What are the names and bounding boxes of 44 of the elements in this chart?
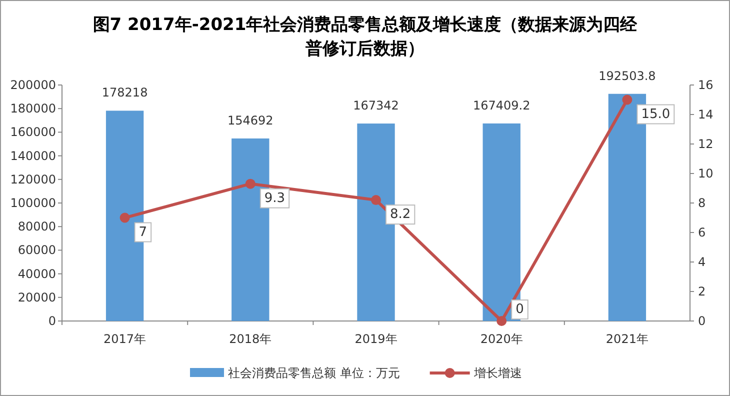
- data-label: 15.0: [641, 106, 670, 122]
- y-tick-label: 160000: [10, 125, 56, 140]
- x-tick-label: 2020年: [480, 332, 523, 346]
- y-tick-label: 0: [48, 314, 56, 328]
- y-tick-label: 60000: [18, 243, 56, 258]
- x-tick-label: 2019年: [354, 332, 398, 346]
- x-tick-label: 2018年: [229, 332, 272, 346]
- point: [371, 195, 381, 206]
- y2-tick-label: 2: [698, 284, 706, 298]
- y-tick-label: 180000: [10, 102, 56, 116]
- point: [120, 212, 130, 223]
- legend-label: 增长增速: [472, 366, 522, 380]
- y2-tick-label: 8: [698, 196, 706, 210]
- y2-tick-label: 6: [698, 226, 706, 240]
- y2-tick-label: 12: [698, 137, 714, 151]
- data-label: 178218: [102, 86, 148, 100]
- data-label: 154692: [227, 113, 274, 128]
- y2-tick-label: 0: [698, 314, 706, 328]
- legend-label: 社会消费品零售总额 单位：万元: [228, 366, 400, 380]
- data-label: 192503.8: [598, 68, 656, 83]
- point: [622, 94, 632, 105]
- y-tick-label: 40000: [18, 266, 56, 281]
- data-label: 9.3: [264, 190, 286, 206]
- x-tick-label: 2017年: [104, 332, 146, 346]
- data-label: 0: [516, 302, 524, 317]
- data-label: 7: [138, 224, 148, 240]
- y-tick-label: 200000: [10, 78, 56, 92]
- y2-tick-label: 16: [698, 78, 714, 92]
- y-tick-label: 120000: [10, 172, 56, 186]
- y-tick-label: 80000: [18, 220, 56, 234]
- y2-tick-label: 10: [698, 166, 714, 180]
- data-label: 8.2: [390, 207, 411, 222]
- x-tick-label: 2021年: [606, 332, 648, 346]
- chart-title: 图7 2017年-2021年社会消费品零售总额及增长速度（数据来源为四经普修订后数据）: [92, 15, 638, 59]
- data-label: 167342: [353, 98, 399, 113]
- y-tick-label: 100000: [10, 196, 56, 210]
- y-tick-label: 20000: [18, 290, 56, 304]
- point: [496, 316, 507, 326]
- y2-tick-label: 4: [698, 255, 706, 269]
- point: [245, 178, 256, 189]
- y2-tick-label: 14: [698, 108, 714, 122]
- y-tick-label: 140000: [10, 148, 56, 163]
- data-label: 167409.2: [472, 98, 530, 112]
- bar: [106, 110, 144, 321]
